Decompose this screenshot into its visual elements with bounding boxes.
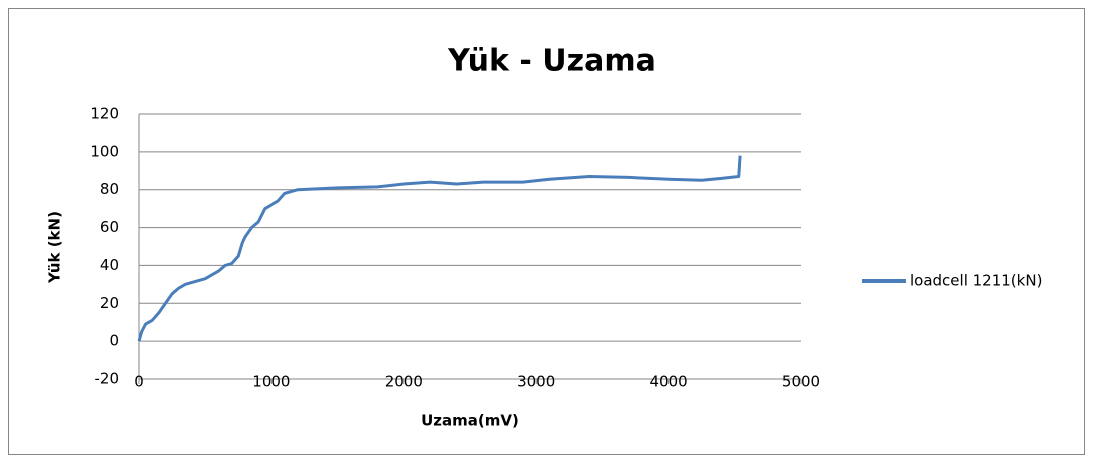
x-tick-label: 1000 [252,373,290,391]
y-axis-label: Yük (kN) [46,211,64,284]
x-tick-label: 5000 [782,373,820,391]
y-tick-label: 40 [100,256,119,274]
y-tick-label: 60 [100,218,119,236]
x-tick-label: 4000 [650,373,688,391]
y-tick-label: 20 [100,294,119,312]
x-tick-label: 2000 [385,373,423,391]
x-tick-label: 0 [134,373,144,391]
legend-label: loadcell 1211(kN) [910,272,1042,290]
series-line [137,155,742,342]
chart-title: Yük - Uzama [447,44,656,79]
y-tick-label: -20 [95,370,120,388]
chart-frame [8,8,1085,455]
y-tick-label: 100 [90,142,119,160]
x-axis-label: Uzama(mV) [421,412,519,430]
y-tick-label: 0 [109,332,119,350]
y-tick-label: 80 [100,180,119,198]
y-tick-label: 120 [90,105,119,123]
x-tick-label: 3000 [517,373,555,391]
